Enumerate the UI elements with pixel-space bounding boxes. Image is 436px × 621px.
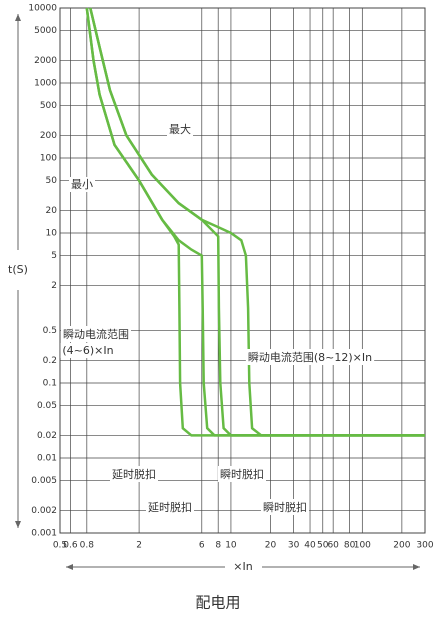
y-tick-label: 100 xyxy=(40,154,57,164)
x-tick-label: 80 xyxy=(344,541,356,551)
annotation: 瞬时脱扣 xyxy=(220,467,264,481)
annotation-bg xyxy=(69,177,95,192)
y-tick-label: 0.5 xyxy=(43,326,57,336)
annotation-bg xyxy=(146,499,194,515)
annotation: (4~6)×In xyxy=(62,344,113,357)
plot-frame xyxy=(59,7,426,534)
x-tick-label: 2 xyxy=(136,541,142,551)
x-tick-label: 0.5 xyxy=(53,541,67,551)
curve xyxy=(85,7,425,437)
annotation-bg xyxy=(245,349,375,365)
annotation-bg xyxy=(167,121,193,137)
annotation-bg xyxy=(61,326,131,342)
x-tick-label: 0.8 xyxy=(80,541,95,551)
y-tick-label: 0.05 xyxy=(37,401,57,411)
annotation-bg xyxy=(218,466,266,482)
curve xyxy=(89,7,425,437)
x-tick-label: 300 xyxy=(416,541,433,551)
annotation: 最大 xyxy=(169,122,191,136)
y-tick-label: 1000 xyxy=(34,79,57,89)
y-tick-label: 50 xyxy=(46,176,58,186)
annotation-bg xyxy=(261,499,309,515)
y-tick-label: 20 xyxy=(46,206,58,216)
y-tick-label: 2000 xyxy=(34,56,57,66)
x-label: ×In xyxy=(233,560,252,573)
annotation-bg xyxy=(110,466,158,482)
x-tick-label: 60 xyxy=(327,541,339,551)
y-tick-label: 0.001 xyxy=(31,529,57,539)
annotation: 延时脱扣 xyxy=(148,500,192,514)
y-tick-label: 0.01 xyxy=(37,454,57,464)
y-tick-label: 5 xyxy=(51,251,57,261)
x-tick-label: 20 xyxy=(265,541,277,551)
annotation: 瞬时脱扣 xyxy=(263,500,307,514)
y-tick-label: 0.005 xyxy=(31,476,57,486)
y-tick-label: 0.002 xyxy=(31,506,57,516)
y-tick-label: 0.02 xyxy=(37,431,57,441)
y-tick-label: 0.1 xyxy=(43,379,57,389)
y-tick-label: 500 xyxy=(40,101,57,111)
y-tick-label: 0.2 xyxy=(43,356,57,366)
curve xyxy=(85,7,425,437)
x-tick-label: 6 xyxy=(199,541,205,551)
annotation-bg xyxy=(60,343,116,358)
annotation: 瞬动电流范围 xyxy=(63,327,129,341)
x-tick-label: 50 xyxy=(317,541,329,551)
curve xyxy=(89,7,425,437)
y-tick-label: 2 xyxy=(51,281,57,291)
y-tick-label: 10 xyxy=(46,229,58,239)
x-tick-label: 40 xyxy=(304,541,316,551)
x-tick-label: 30 xyxy=(288,541,300,551)
annotation: 瞬动电流范围(8~12)×In xyxy=(248,350,372,364)
y-tick-label: 200 xyxy=(40,131,57,141)
y-label: t(S) xyxy=(8,263,28,276)
annotation: 最小 xyxy=(71,178,93,191)
x-tick-label: 10 xyxy=(225,541,237,551)
y-tick-label: 10000 xyxy=(28,4,57,14)
x-tick-label: 8 xyxy=(215,541,221,551)
annotation: 延时脱扣 xyxy=(112,467,156,481)
y-tick-label: 5000 xyxy=(34,26,57,36)
x-tick-label: 200 xyxy=(393,541,410,551)
x-tick-label: 100 xyxy=(354,541,371,551)
caption: 配电用 xyxy=(195,594,240,612)
x-tick-label: 0.6 xyxy=(63,541,78,551)
